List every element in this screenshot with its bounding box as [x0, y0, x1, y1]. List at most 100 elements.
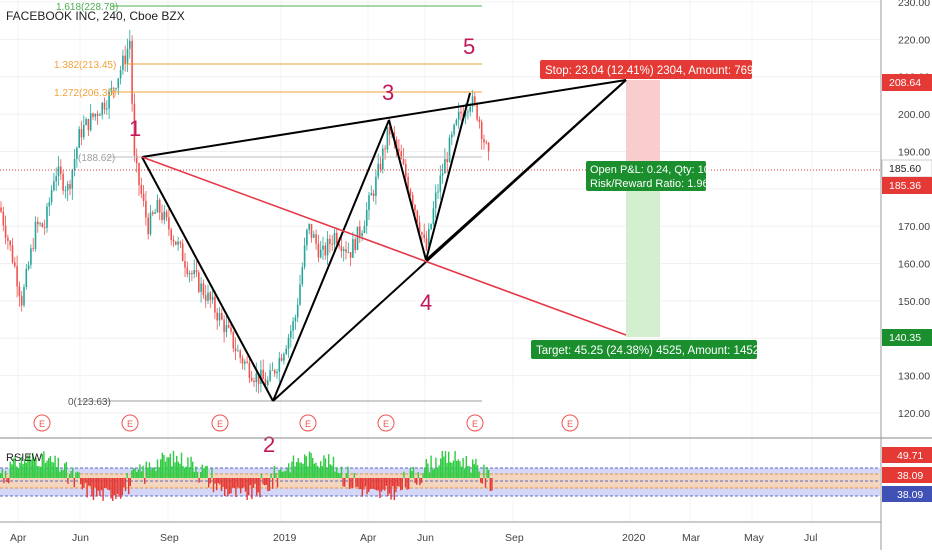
candle-body: [467, 111, 469, 113]
indicator-bar-up: [468, 466, 471, 478]
candle-body: [329, 238, 331, 245]
earnings-marker-icon[interactable]: [377, 414, 395, 432]
candle-body: [129, 40, 131, 49]
candle-body: [103, 102, 106, 110]
indicator-bar-up: [1, 469, 3, 478]
indicator-bar-up: [444, 451, 447, 478]
earnings-marker-icon[interactable]: [33, 414, 51, 432]
indicator-bar-up: [126, 472, 128, 478]
indicator-bar-up: [164, 461, 167, 478]
red-trendline: [141, 156, 627, 336]
indicator-badge-1: [882, 447, 932, 463]
earnings-marker-icon[interactable]: [299, 414, 317, 432]
earnings-marker-icon[interactable]: [121, 414, 139, 432]
indicator-bar-down: [404, 478, 407, 488]
indicator-bar-up: [184, 467, 186, 478]
candle-body: [195, 270, 198, 273]
y-tick-label: 190.00: [898, 146, 930, 158]
candle-body: [246, 361, 248, 363]
candle-body: [290, 330, 292, 338]
candle-body: [347, 252, 350, 253]
indicator-bar-up: [49, 456, 51, 478]
indicator-bar-up: [188, 467, 191, 478]
earnings-marker-label: E: [39, 419, 45, 429]
candle-body: [78, 129, 80, 148]
candle-body: [209, 292, 212, 300]
earnings-marker-icon[interactable]: [561, 414, 579, 432]
indicator-bar-down: [489, 478, 491, 491]
wave-3-4: [388, 119, 427, 261]
indicator-bar-up: [440, 458, 442, 478]
svg-text:38.09: 38.09: [897, 489, 923, 501]
indicator-bar-up: [428, 472, 431, 478]
indicator-bar-down: [99, 478, 101, 497]
indicator-bar-down: [227, 478, 229, 497]
indicator-bar-up: [441, 450, 443, 478]
indicator-bar-down: [408, 478, 410, 490]
candle-body: [331, 244, 333, 245]
earnings-marker-icon[interactable]: [211, 414, 229, 432]
indicator-bar-up: [470, 472, 472, 478]
indicator-bar-down: [388, 478, 391, 494]
candle-body: [200, 283, 202, 292]
candle-body: [69, 183, 71, 189]
candle-body: [211, 296, 214, 300]
candle-body: [216, 312, 218, 321]
indicator-bar-down: [254, 478, 256, 484]
candle-body: [119, 70, 122, 79]
candle-body: [356, 226, 359, 251]
fib-label-1382: 1.382(213.45): [54, 60, 116, 71]
candle-body: [432, 208, 435, 225]
indicator-bar-up: [422, 473, 424, 478]
indicator-bar-up: [313, 463, 315, 478]
candle-body: [310, 223, 313, 238]
indicator-bar-up: [307, 466, 309, 478]
indicator-bar-up: [131, 470, 133, 478]
svg-text:185.60: 185.60: [889, 163, 921, 175]
indicator-bar-up: [211, 468, 213, 478]
indicator-bar-down: [369, 478, 371, 490]
indicator-bar-down: [491, 478, 493, 491]
candle-body: [57, 166, 60, 177]
indicator-bar-up: [158, 467, 160, 478]
candle-body: [241, 357, 244, 364]
earnings-marker-icon[interactable]: [466, 414, 484, 432]
indicator-bar-up: [299, 462, 301, 478]
candle-body: [388, 127, 391, 135]
indicator-bar-up: [193, 471, 195, 478]
indicator-bar-up: [403, 471, 405, 478]
svg-text:140.35: 140.35: [889, 332, 921, 344]
indicator-bar-down: [342, 478, 344, 487]
candle-body: [202, 283, 205, 296]
candle-body: [7, 237, 9, 241]
fib-label-1272: 1.272(206.30): [54, 88, 116, 99]
candle-body: [147, 217, 149, 235]
indicator-bar-down: [390, 478, 392, 500]
candle-body: [140, 184, 143, 194]
indicator-bar-up: [324, 458, 327, 478]
candle-body: [62, 173, 64, 191]
indicator-bar-down: [267, 478, 269, 492]
indicator-bar-up: [488, 469, 490, 478]
indicator-bar-down: [387, 478, 389, 497]
candle-body: [239, 350, 241, 358]
indicator-bar-down: [350, 478, 352, 488]
candle-body: [308, 223, 310, 230]
candle-body: [11, 245, 14, 263]
indicator-bar-up: [0, 473, 2, 478]
candle-body: [149, 212, 152, 235]
price-axis: 230.00220.00210.00200.00190.00180.00170.…: [898, 0, 930, 420]
indicator-bar-down: [118, 478, 120, 497]
candle-body: [96, 113, 99, 116]
candle-body: [324, 245, 327, 256]
candle-body: [425, 238, 428, 250]
target-zone: [626, 170, 660, 337]
candle-body: [379, 163, 382, 170]
indicator-bar-up: [35, 457, 37, 478]
indicator-bar-up: [185, 466, 187, 478]
candle-body: [133, 103, 136, 156]
indicator-bar-down: [235, 478, 237, 498]
wave-2-3: [272, 119, 390, 402]
candle-body: [446, 159, 448, 162]
indicator-bar-down: [376, 478, 378, 491]
